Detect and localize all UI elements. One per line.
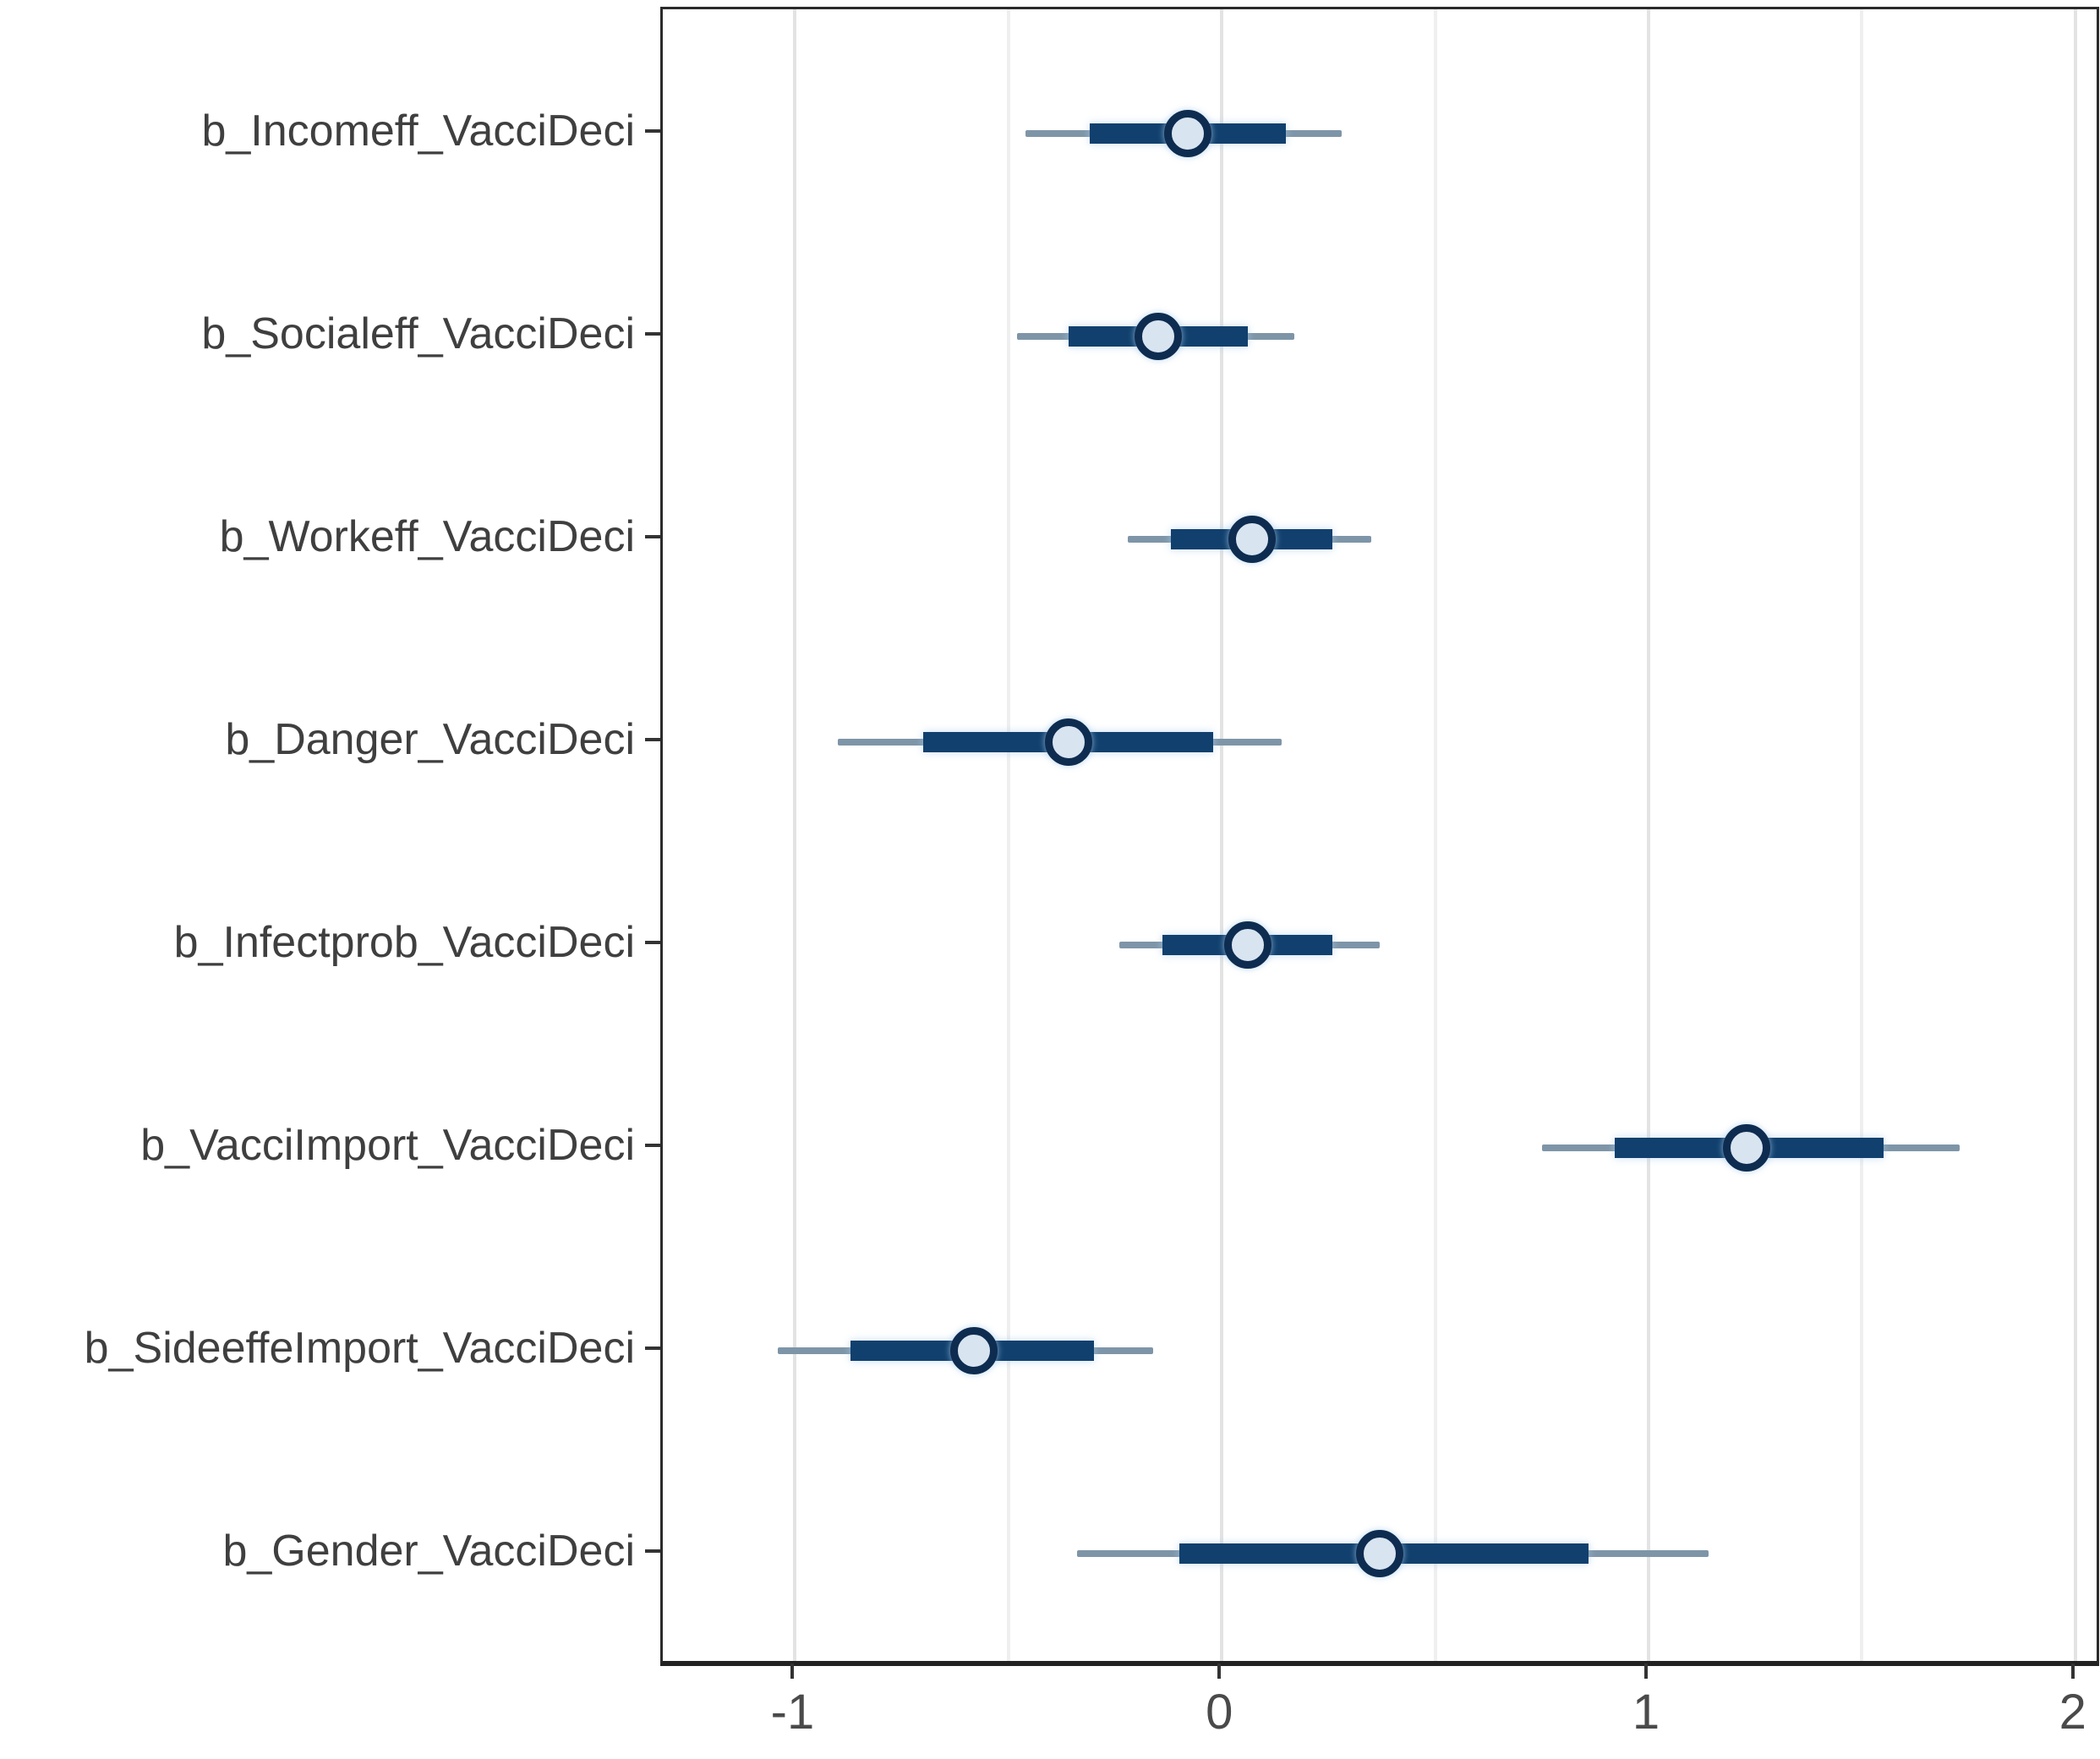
y-axis-tick bbox=[645, 941, 660, 944]
point-estimate bbox=[1228, 516, 1276, 563]
x-axis-tick-label: 0 bbox=[1206, 1685, 1233, 1740]
y-axis-label: b_Socialeff_VacciDeci bbox=[201, 309, 635, 358]
plot-panel bbox=[660, 7, 2099, 1666]
x-axis-tick-label: 1 bbox=[1632, 1685, 1660, 1740]
x-axis-tick-label: 2 bbox=[2059, 1685, 2086, 1740]
x-axis-tick bbox=[1217, 1663, 1222, 1679]
minor-gridline bbox=[1433, 9, 1437, 1661]
major-gridline bbox=[1220, 9, 1224, 1661]
x-axis-tick bbox=[2070, 1663, 2075, 1679]
point-estimate bbox=[1134, 313, 1182, 360]
major-gridline bbox=[793, 9, 797, 1661]
minor-gridline bbox=[1860, 9, 1864, 1661]
y-axis-tick bbox=[645, 738, 660, 741]
minor-gridline bbox=[1006, 9, 1010, 1661]
y-axis-tick bbox=[645, 332, 660, 336]
y-axis-tick bbox=[645, 1144, 660, 1147]
point-estimate bbox=[1223, 921, 1271, 969]
y-axis-label: b_VacciImport_VacciDeci bbox=[140, 1121, 635, 1170]
y-axis-label: b_Infectprob_VacciDeci bbox=[173, 918, 635, 967]
y-axis-label: b_Gender_VacciDeci bbox=[222, 1527, 635, 1576]
x-axis-tick bbox=[1644, 1663, 1648, 1679]
y-axis-label: b_Danger_VacciDeci bbox=[225, 715, 635, 764]
y-axis-tick bbox=[645, 1549, 660, 1553]
y-axis-tick bbox=[645, 535, 660, 538]
point-estimate bbox=[950, 1327, 998, 1374]
major-gridline bbox=[2073, 9, 2077, 1661]
y-axis-label: b_Incomeff_VacciDeci bbox=[201, 107, 635, 156]
point-estimate bbox=[1723, 1124, 1771, 1172]
point-estimate bbox=[1163, 110, 1211, 157]
x-axis-tick bbox=[790, 1663, 795, 1679]
y-axis-tick bbox=[645, 129, 660, 133]
major-gridline bbox=[1647, 9, 1650, 1661]
y-axis-tick bbox=[645, 1347, 660, 1350]
y-axis-label: b_Workeff_VacciDeci bbox=[219, 512, 635, 561]
y-axis-label: b_SideeffeImport_VacciDeci bbox=[84, 1324, 635, 1373]
point-estimate bbox=[1356, 1530, 1403, 1577]
x-axis-tick-label: -1 bbox=[770, 1685, 815, 1740]
point-estimate bbox=[1044, 718, 1092, 766]
